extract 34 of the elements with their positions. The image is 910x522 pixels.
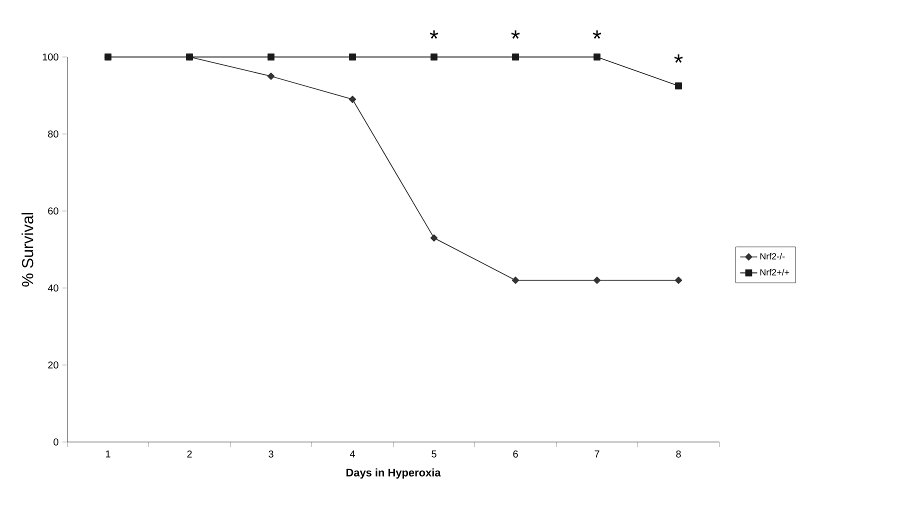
y-tick-label: 40	[48, 284, 58, 292]
point	[593, 276, 601, 284]
annotation: *	[674, 54, 683, 63]
point	[512, 276, 520, 284]
y-tick-label: 20	[48, 361, 58, 369]
text: *	[430, 30, 438, 39]
text: *	[511, 30, 520, 39]
x-tick-label: 1	[106, 450, 110, 458]
point	[430, 234, 438, 242]
x-tick-label: 7	[594, 450, 600, 458]
text: *	[592, 30, 602, 39]
point	[594, 54, 600, 60]
y-tick-label: 80	[48, 130, 58, 138]
x-tick-label: 5	[432, 450, 436, 458]
x-tick-label: 2	[187, 450, 192, 458]
y-tick-label: 100	[42, 53, 58, 61]
point	[349, 54, 356, 60]
y-axis-title: % Survival	[22, 212, 34, 287]
point	[512, 54, 519, 60]
point	[348, 96, 356, 103]
x-tick-label: 8	[676, 450, 681, 458]
x-tick-label: 6	[513, 450, 518, 458]
legend-label: Nrf2-/-	[760, 252, 785, 260]
x-tick-label: 3	[268, 450, 274, 458]
y-tick-label: 0	[54, 438, 58, 446]
point	[430, 54, 438, 60]
legend-label: Nrf2+/+	[760, 268, 790, 276]
point	[268, 54, 274, 60]
x-tick-label: 4	[350, 450, 355, 458]
point	[267, 72, 275, 80]
point	[675, 82, 682, 90]
y-tick-label: 60	[48, 207, 58, 215]
point	[674, 276, 682, 284]
x-axis-title: Days in Hyperoxia	[346, 468, 441, 479]
